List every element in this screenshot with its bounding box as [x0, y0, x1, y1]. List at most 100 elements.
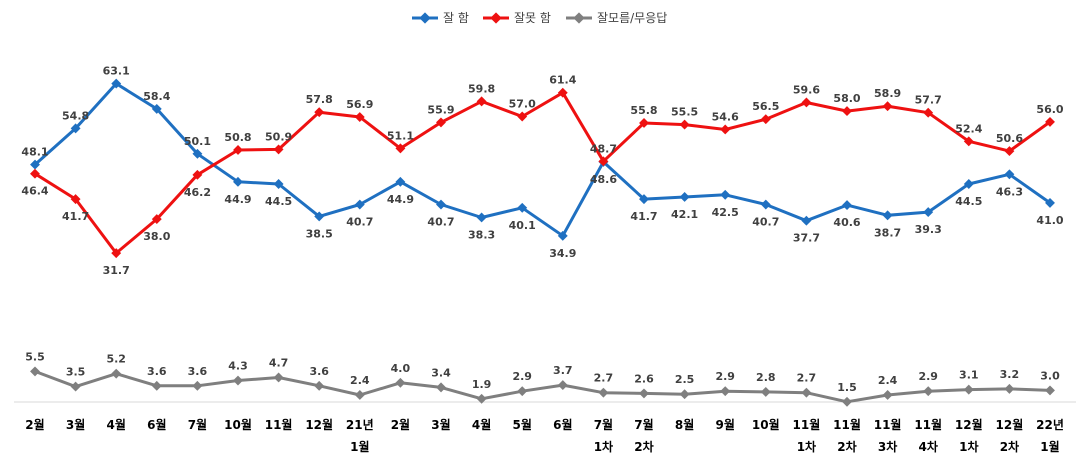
series-1 — [30, 87, 1055, 259]
data-point — [1004, 146, 1015, 157]
x-tick-label: 2월 — [25, 417, 44, 432]
data-label: 54.8 — [62, 109, 89, 122]
data-point — [598, 387, 609, 398]
data-label: 38.5 — [306, 227, 333, 240]
data-label: 38.3 — [468, 228, 495, 241]
legend-marker — [490, 12, 502, 24]
data-point — [111, 248, 122, 259]
data-label: 58.0 — [833, 92, 860, 105]
data-label: 55.5 — [671, 106, 698, 119]
data-label: 50.1 — [184, 135, 211, 148]
legend-marker — [573, 12, 585, 24]
x-tick-label: 4차 — [919, 439, 938, 454]
data-label: 5.2 — [106, 353, 126, 366]
x-tick-label: 2차 — [837, 439, 856, 454]
data-point — [151, 380, 162, 391]
data-label: 44.5 — [955, 195, 982, 208]
data-point — [70, 123, 81, 134]
data-label: 38.0 — [143, 230, 170, 243]
data-point — [1045, 116, 1055, 127]
data-label: 5.5 — [25, 350, 45, 363]
data-point — [1045, 385, 1055, 396]
data-point — [720, 386, 731, 397]
data-point — [111, 78, 122, 89]
data-label: 61.4 — [549, 74, 576, 87]
data-point — [476, 212, 487, 223]
data-label: 44.9 — [387, 193, 414, 206]
data-point — [233, 375, 243, 386]
data-point — [1045, 197, 1055, 208]
data-label: 57.8 — [306, 93, 333, 106]
x-tick-label: 22년 — [1036, 418, 1064, 432]
data-label: 2.6 — [634, 372, 654, 385]
data-point — [436, 199, 446, 210]
x-tick-label: 7월 — [594, 417, 613, 432]
x-tick-label: 11월 — [833, 417, 861, 432]
data-label: 56.9 — [346, 98, 373, 111]
data-point — [70, 381, 81, 392]
series-line — [34, 82, 1051, 238]
x-tick-label: 21년 — [346, 418, 374, 432]
data-label: 56.5 — [752, 100, 779, 113]
x-tick-label: 4월 — [472, 417, 491, 432]
data-point — [273, 144, 284, 155]
data-point — [30, 168, 40, 179]
data-point — [720, 189, 731, 200]
data-label: 44.5 — [265, 195, 292, 208]
data-point — [395, 143, 406, 154]
data-label: 50.6 — [996, 132, 1023, 145]
x-tick-label: 3월 — [431, 417, 450, 432]
series-line — [34, 369, 1051, 404]
data-label: 2.4 — [350, 374, 370, 387]
data-label: 55.9 — [427, 103, 454, 116]
data-label: 50.9 — [265, 130, 292, 143]
x-tick-label: 9월 — [716, 417, 735, 432]
x-tick-label: 1차 — [797, 439, 816, 454]
data-point — [517, 386, 528, 397]
data-label: 2.8 — [756, 371, 776, 384]
series-0 — [30, 78, 1055, 241]
data-label: 57.0 — [509, 98, 536, 111]
legend-label: 잘 함 — [443, 11, 469, 25]
data-label: 3.6 — [147, 365, 167, 378]
data-point — [354, 199, 365, 210]
data-label: 59.6 — [793, 83, 820, 96]
data-point — [679, 192, 690, 202]
data-point — [395, 377, 406, 388]
data-point — [1004, 383, 1015, 394]
data-point — [679, 119, 690, 130]
data-label: 50.8 — [224, 131, 251, 144]
data-label: 41.0 — [1036, 214, 1063, 227]
data-label: 48.6 — [590, 173, 617, 186]
data-label: 3.1 — [959, 369, 979, 382]
data-point — [476, 96, 487, 107]
data-point — [273, 372, 284, 383]
data-label: 3.5 — [66, 366, 86, 379]
data-label: 46.2 — [184, 186, 211, 199]
data-label: 2.9 — [715, 370, 735, 383]
x-tick-label: 2차 — [1000, 439, 1019, 454]
data-label: 55.8 — [630, 104, 657, 117]
x-tick-label: 1월 — [1040, 439, 1059, 454]
data-point — [354, 390, 365, 400]
data-point — [192, 169, 203, 180]
series-2 — [30, 366, 1055, 407]
data-label: 3.6 — [188, 365, 208, 378]
data-label: 2.5 — [675, 373, 695, 386]
data-label: 56.0 — [1036, 103, 1063, 116]
data-point — [760, 199, 771, 210]
x-tick-label: 7월 — [634, 417, 653, 432]
data-point — [273, 179, 284, 189]
data-label: 42.1 — [671, 208, 698, 221]
data-point — [923, 386, 934, 397]
data-point — [111, 368, 122, 379]
data-label: 40.7 — [346, 216, 373, 229]
data-label: 31.7 — [103, 264, 130, 277]
data-label: 3.6 — [309, 365, 329, 378]
x-tick-label: 11월 — [265, 417, 293, 432]
x-tick-label: 11월 — [874, 417, 902, 432]
data-point — [882, 390, 893, 400]
data-label: 34.9 — [549, 247, 576, 260]
